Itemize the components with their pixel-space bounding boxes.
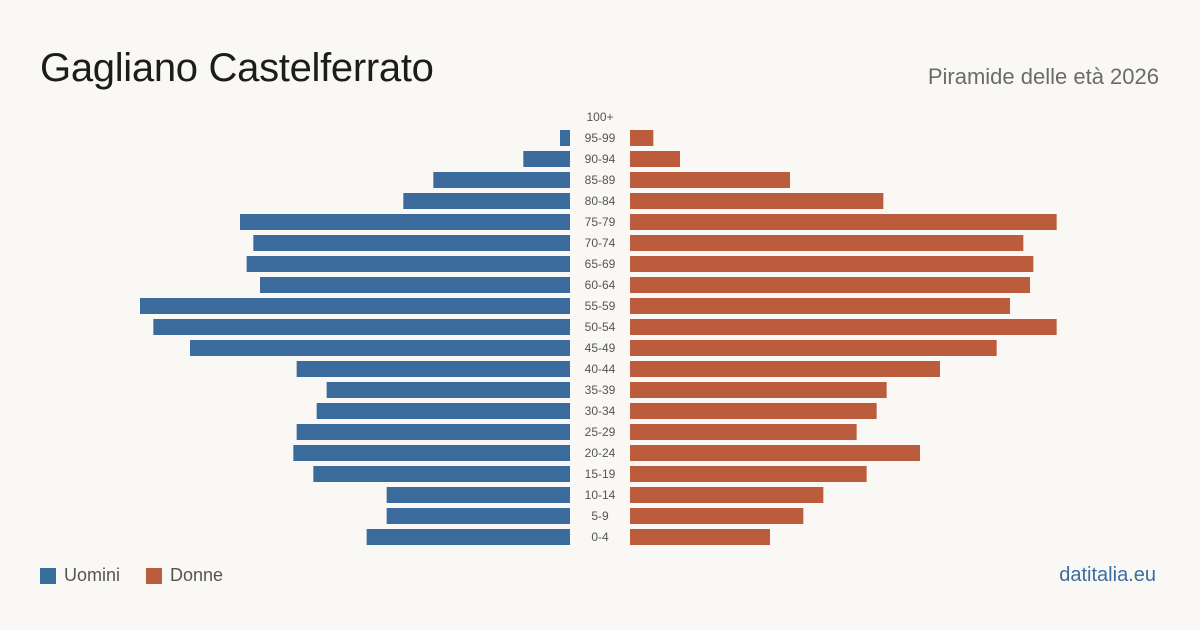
age-label-60-64: 60-64 bbox=[585, 278, 616, 292]
bar-women-10-14 bbox=[630, 487, 824, 503]
bar-men-60-64 bbox=[260, 277, 570, 293]
bar-men-35-39 bbox=[326, 382, 570, 398]
bar-women-40-44 bbox=[630, 361, 940, 377]
bar-men-70-74 bbox=[253, 235, 571, 251]
legend-label-women: Donne bbox=[170, 565, 224, 585]
age-label-95-99: 95-99 bbox=[585, 131, 616, 145]
age-label-50-54: 50-54 bbox=[585, 320, 616, 334]
bar-men-25-29 bbox=[296, 424, 570, 440]
bar-women-55-59 bbox=[630, 298, 1010, 314]
age-label-65-69: 65-69 bbox=[585, 257, 616, 271]
legend-item-men: Uomini bbox=[40, 565, 120, 586]
bar-men-15-19 bbox=[313, 466, 570, 482]
age-label-10-14: 10-14 bbox=[585, 488, 616, 502]
bar-women-85-89 bbox=[630, 172, 790, 188]
age-label-20-24: 20-24 bbox=[585, 446, 616, 460]
bar-men-40-44 bbox=[296, 361, 570, 377]
age-label-5-9: 5-9 bbox=[591, 509, 609, 523]
bar-men-30-34 bbox=[316, 403, 570, 419]
legend-item-women: Donne bbox=[146, 565, 223, 586]
bar-men-45-49 bbox=[190, 340, 570, 356]
age-label-70-74: 70-74 bbox=[585, 236, 616, 250]
age-label-0-4: 0-4 bbox=[591, 530, 609, 544]
bar-women-70-74 bbox=[630, 235, 1024, 251]
bar-women-95-99 bbox=[630, 130, 654, 146]
age-label-25-29: 25-29 bbox=[585, 425, 616, 439]
age-label-30-34: 30-34 bbox=[585, 404, 616, 418]
age-label-15-19: 15-19 bbox=[585, 467, 616, 481]
site-link[interactable]: datitalia.eu bbox=[1059, 564, 1156, 586]
legend-label-men: Uomini bbox=[64, 565, 121, 585]
bar-women-75-79 bbox=[630, 214, 1057, 230]
bar-women-0-4 bbox=[630, 529, 770, 545]
bar-women-90-94 bbox=[630, 151, 680, 167]
age-label-90-94: 90-94 bbox=[585, 152, 616, 166]
bar-women-50-54 bbox=[630, 319, 1057, 335]
page-title: Gagliano Castelferrato bbox=[40, 46, 434, 90]
bar-men-85-89 bbox=[433, 172, 570, 188]
legend: Uomini Donne bbox=[40, 565, 249, 586]
age-label-45-49: 45-49 bbox=[585, 341, 616, 355]
bar-men-5-9 bbox=[386, 508, 570, 524]
age-label-40-44: 40-44 bbox=[585, 362, 616, 376]
age-label-85-89: 85-89 bbox=[585, 173, 616, 187]
bar-men-0-4 bbox=[366, 529, 570, 545]
age-label-80-84: 80-84 bbox=[585, 194, 616, 208]
bar-women-20-24 bbox=[630, 445, 920, 461]
bar-men-65-69 bbox=[246, 256, 570, 272]
bar-women-25-29 bbox=[630, 424, 857, 440]
bar-women-45-49 bbox=[630, 340, 997, 356]
bar-men-55-59 bbox=[140, 298, 570, 314]
legend-swatch-men bbox=[40, 567, 56, 584]
bar-women-30-34 bbox=[630, 403, 877, 419]
bar-women-60-64 bbox=[630, 277, 1030, 293]
bar-women-35-39 bbox=[630, 382, 887, 398]
bar-men-10-14 bbox=[386, 487, 570, 503]
bar-women-15-19 bbox=[630, 466, 867, 482]
bar-women-65-69 bbox=[630, 256, 1034, 272]
age-label-55-59: 55-59 bbox=[585, 299, 616, 313]
bar-men-95-99 bbox=[560, 130, 570, 146]
bar-women-80-84 bbox=[630, 193, 884, 209]
bar-men-20-24 bbox=[293, 445, 570, 461]
bar-women-5-9 bbox=[630, 508, 804, 524]
legend-swatch-women bbox=[146, 567, 163, 584]
bar-men-50-54 bbox=[153, 319, 571, 335]
bar-men-80-84 bbox=[403, 193, 570, 209]
bar-men-90-94 bbox=[523, 151, 570, 167]
age-label-75-79: 75-79 bbox=[585, 215, 616, 229]
age-label-100-plus: 100+ bbox=[586, 110, 613, 124]
chart-subtitle: Piramide delle età 2026 bbox=[927, 64, 1159, 89]
age-label-35-39: 35-39 bbox=[585, 383, 616, 397]
bar-men-75-79 bbox=[240, 214, 570, 230]
